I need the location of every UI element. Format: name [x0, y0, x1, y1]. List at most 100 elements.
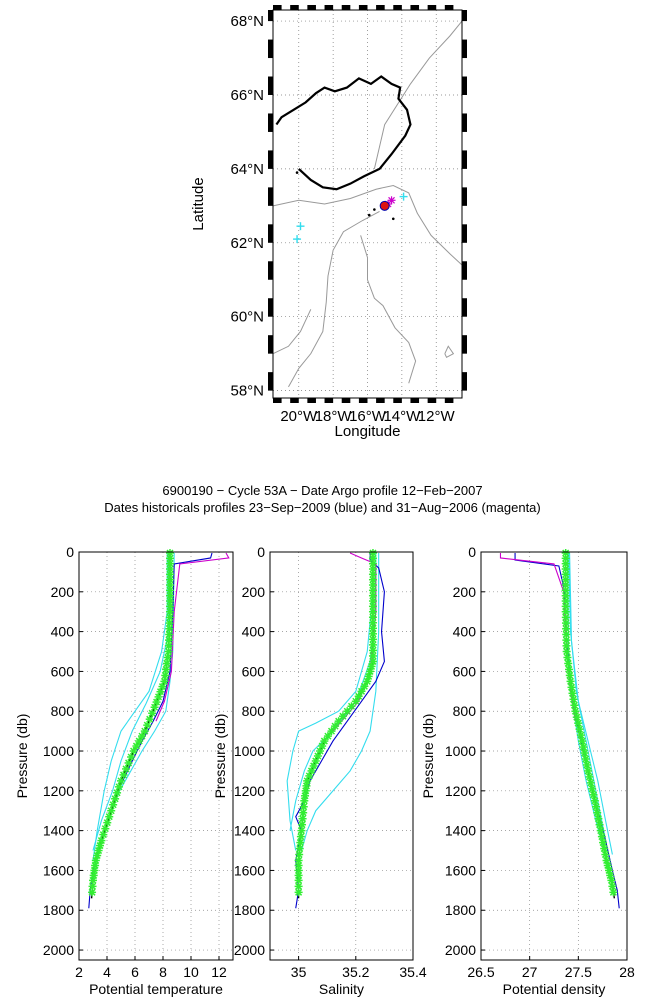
density-panel-argo-marker: [575, 725, 584, 734]
figure-title-line-2: Dates historicals profiles 23−Sep−2009 (…: [104, 500, 541, 515]
temperature-panel-argo-marker-stroke: [132, 742, 140, 750]
map-depth-contour: [360, 235, 417, 384]
temperature-panel-argo-marker-stroke: [166, 581, 174, 589]
salinity-panel-ylabel: Pressure (db): [212, 714, 228, 799]
temperature-panel-argo-marker: [103, 818, 112, 827]
temperature-panel-xtick-label: 12: [211, 964, 227, 980]
temperature-panel-ytick-label: 1600: [43, 862, 74, 878]
map-cyan-profile-marker: [399, 192, 408, 201]
map-border-segment: [462, 187, 467, 206]
temperature-panel-ytick-label: 600: [51, 663, 75, 679]
salinity-panel-cyan-profile: [300, 552, 380, 851]
salinity-panel-argo-marker-stroke: [369, 602, 377, 610]
density-panel-xtick-label: 26.5: [467, 964, 494, 980]
density-panel-argo-marker-stroke: [598, 833, 606, 841]
temperature-panel-argo-marker: [111, 794, 120, 803]
map-border-segment: [376, 5, 385, 10]
salinity-panel-argo-marker-stroke: [369, 652, 377, 660]
density-panel-argo-marker: [570, 701, 579, 710]
temperature-panel-argo-marker: [113, 788, 122, 797]
density-panel-argo-marker: [589, 790, 598, 799]
temperature-panel-argo-marker-stroke: [90, 871, 98, 879]
map-border-segment: [393, 398, 402, 403]
salinity-panel-argo-marker: [327, 727, 336, 736]
map-border-segment: [268, 187, 273, 206]
density-panel-argo-marker-stroke: [568, 689, 577, 697]
salinity-panel-argo-marker: [368, 581, 377, 590]
temperature-panel-xtick-label: 8: [159, 964, 167, 980]
salinity-panel-argo-marker: [294, 888, 303, 897]
temperature-panel-argo-marker: [117, 776, 125, 785]
map-lon-tick-label: 20°W: [280, 408, 318, 425]
salinity-panel-argo-marker-stroke: [295, 850, 303, 859]
temperature-panel-argo-marker-stroke: [166, 565, 174, 573]
map-border-segment: [444, 5, 454, 10]
density-panel-argo-marker: [597, 832, 606, 841]
map-border-segment: [462, 261, 467, 280]
salinity-panel-argo-marker-stroke: [299, 815, 307, 823]
map-background: [273, 10, 462, 398]
density-panel-ytick-label: 1600: [445, 862, 476, 878]
density-panel-argo-marker-stroke: [562, 554, 570, 562]
density-panel-argo-marker-stroke: [562, 625, 570, 633]
salinity-panel-argo-marker-stroke: [300, 797, 308, 805]
salinity-panel-argo-marker-stroke: [302, 782, 310, 790]
map-depth-contour: [444, 345, 455, 359]
salinity-panel-argo-marker-stroke: [369, 581, 377, 589]
map-border-segment: [341, 398, 351, 403]
temperature-panel-ytick-label: 1000: [43, 743, 74, 759]
temperature-panel-argo-marker-stroke: [88, 888, 96, 896]
density-panel-argo-marker-stroke: [582, 755, 590, 763]
map-border-segment: [462, 113, 467, 132]
map-border-segment: [307, 5, 316, 10]
salinity-panel-ytick-label: 800: [242, 703, 266, 719]
salinity-panel-ytick-label: 2000: [234, 942, 265, 958]
temperature-panel-ytick-label: 400: [51, 624, 75, 640]
temperature-panel-argo-marker: [165, 636, 173, 645]
salinity-panel-ytick-label: 600: [242, 663, 266, 679]
density-panel-argo-marker-stroke: [562, 586, 570, 594]
density-panel-argo-marker: [561, 559, 570, 568]
density-panel-argo-marker-stroke: [562, 576, 570, 584]
density-panel-argo-marker: [567, 683, 576, 692]
map-xlabel: Longitude: [335, 423, 401, 440]
salinity-panel-argo-marker-stroke: [300, 803, 308, 811]
density-panel-ytick-label: 0: [468, 544, 476, 560]
map-lat-tick-label: 60°N: [230, 309, 264, 326]
density-panel-ytick-label: 200: [453, 584, 477, 600]
map-depth-contour: [272, 309, 312, 355]
temperature-panel-ylabel: Pressure (db): [14, 714, 30, 799]
salinity-panel-argo-marker-stroke: [327, 727, 336, 735]
density-panel-argo-marker: [581, 754, 590, 763]
map-border-segment: [410, 398, 420, 403]
salinity-panel-argo-marker-stroke: [301, 792, 309, 800]
density-panel-argo-marker-stroke: [574, 719, 582, 727]
temperature-panel-argo-marker-stroke: [163, 659, 171, 667]
map-border-segment: [462, 10, 467, 22]
density-panel-argo-marker: [579, 743, 588, 752]
density-panel-background: [481, 552, 627, 960]
temperature-panel-argo-marker: [99, 830, 108, 839]
density-panel-argo-marker: [582, 760, 591, 769]
map-cyan-profile-marker: [296, 222, 305, 231]
density-panel-argo-marker-stroke: [584, 767, 592, 775]
density-panel-xtick-label: 27.5: [565, 964, 592, 980]
density-panel-argo-marker-stroke: [562, 619, 570, 627]
temperature-panel-argo-marker-stroke: [165, 647, 173, 656]
map-border-segment: [358, 5, 368, 10]
temperature-panel-background: [79, 552, 233, 960]
density-panel-argo-marker-stroke: [588, 785, 596, 793]
density-panel-argo-marker: [574, 719, 583, 728]
temperature-panel-magenta-profile: [155, 552, 230, 722]
map-border-segment: [268, 224, 273, 243]
temperature-panel-argo-marker-stroke: [138, 732, 146, 740]
map-border-segment: [462, 335, 467, 354]
density-panel-argo-marker: [604, 866, 613, 875]
map-lat-tick-label: 66°N: [230, 87, 264, 104]
density-panel-argo-marker: [593, 808, 602, 817]
map-border-segment: [268, 113, 273, 132]
salinity-panel-argo-marker-stroke: [296, 839, 304, 847]
salinity-panel-xtick-label: 35.2: [342, 964, 369, 980]
density-panel-argo-marker-stroke: [597, 827, 605, 835]
